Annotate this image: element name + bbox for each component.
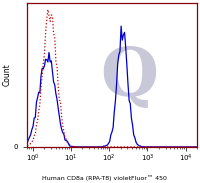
Text: Human CD8a (RPA-T8) violetFluor™ 450: Human CD8a (RPA-T8) violetFluor™ 450 [42, 175, 166, 181]
Y-axis label: Count: Count [3, 64, 12, 86]
Text: Q: Q [100, 45, 158, 110]
